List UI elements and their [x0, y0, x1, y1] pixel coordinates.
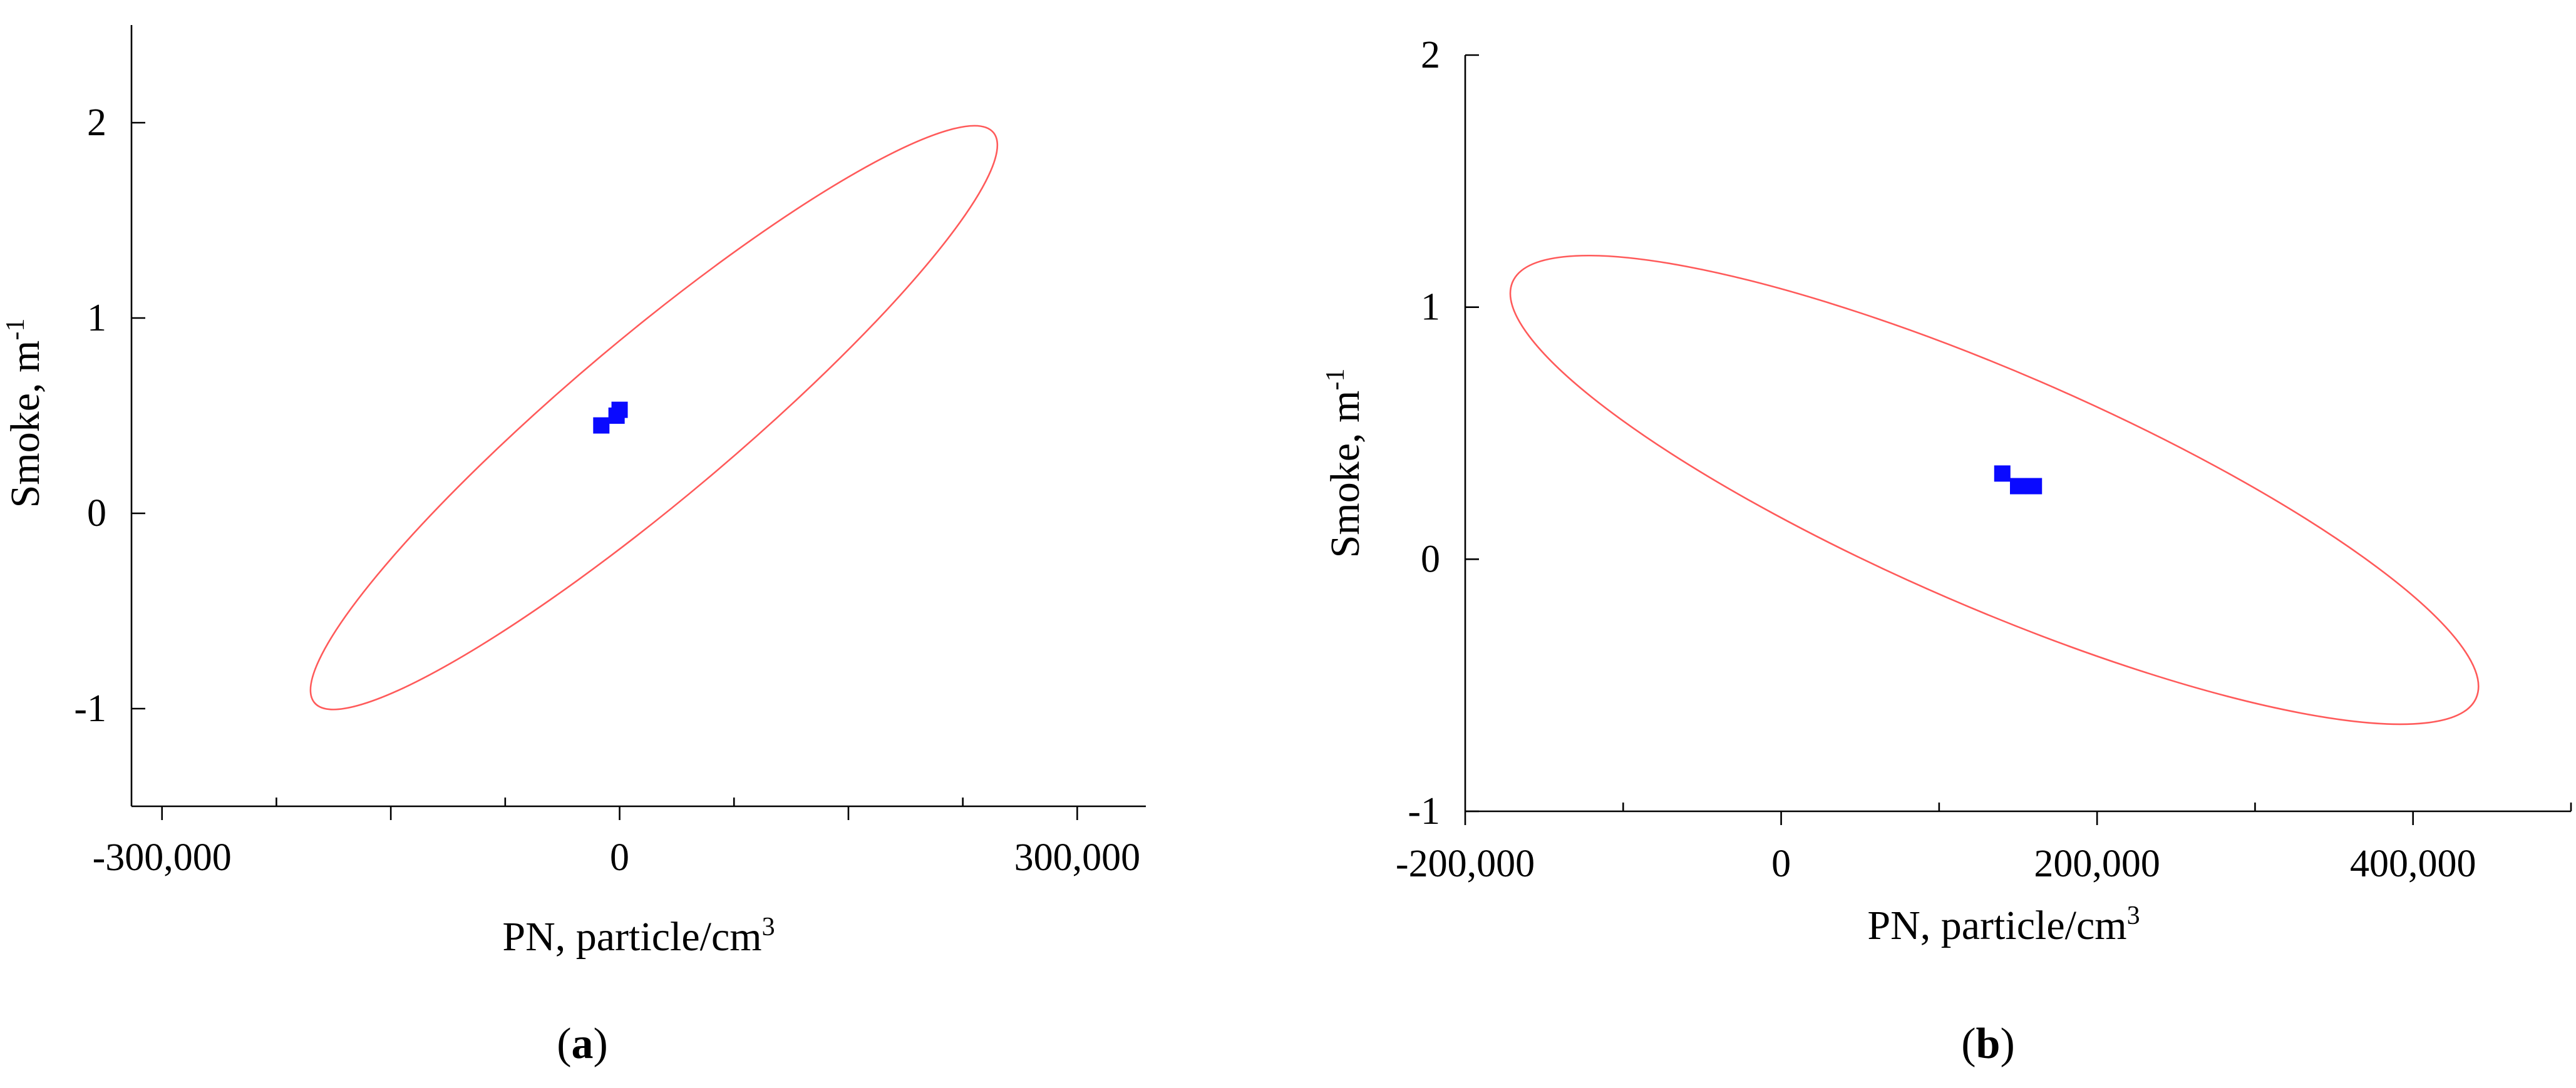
y-tick-label: 0: [87, 492, 106, 535]
chart-panel-b: -1 0 1 2 -200,000 0 200,000 400,000 PN, particle…: [1321, 34, 2572, 1068]
x-tick-label: 0: [1771, 843, 1791, 885]
panel-label: (a): [557, 1020, 608, 1068]
y-axis-title: Smoke, m-1: [1, 319, 48, 508]
data-point: [1994, 465, 2011, 482]
panel-label: (b): [1961, 1020, 2015, 1068]
y-tick-label: 1: [1421, 286, 1440, 329]
data-point: [2026, 478, 2043, 495]
x-tick-label: 0: [610, 836, 629, 879]
data-point: [593, 417, 610, 434]
confidence-ellipse: [1509, 254, 2480, 726]
y-tick-label: -1: [1408, 790, 1440, 833]
y-tick-label: 0: [1421, 538, 1440, 580]
confidence-ellipse: [309, 125, 999, 711]
x-tick-label: 300,000: [1014, 836, 1141, 879]
chart-panel-a: -1 0 1 2 -300,000 0 300,000 PN, particle/cm3 Smo…: [1, 25, 1146, 1068]
x-tick-label: 200,000: [2034, 843, 2160, 885]
y-tick-label: 2: [1421, 34, 1440, 76]
y-tick-label: 1: [87, 297, 106, 339]
data-point: [2010, 478, 2026, 495]
data-point: [611, 401, 628, 418]
x-axis-title: PN, particle/cm3: [1867, 901, 2140, 948]
y-axis-title: Smoke, m-1: [1321, 369, 1368, 558]
x-tick-label: 400,000: [2350, 843, 2476, 885]
x-axis-title: PN, particle/cm3: [502, 913, 775, 960]
y-tick-label: -1: [74, 687, 106, 730]
y-tick-label: 2: [87, 101, 106, 144]
x-tick-label: -300,000: [93, 836, 232, 879]
x-tick-label: -200,000: [1396, 843, 1535, 885]
